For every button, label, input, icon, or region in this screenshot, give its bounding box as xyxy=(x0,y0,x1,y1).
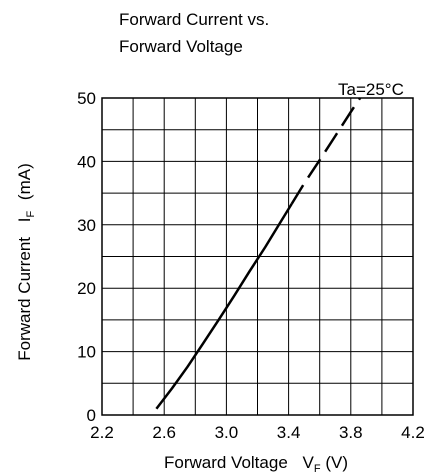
tick-labels: 2.2 2.6 3.0 3.4 3.8 4.2 0 10 20 30 40 50 xyxy=(77,89,425,442)
y-axis-label: Forward Current IF (mA) xyxy=(15,163,38,361)
series-line-solid xyxy=(155,203,293,410)
series-line-dashed xyxy=(290,97,362,205)
temperature-annotation: Ta=25°C xyxy=(338,80,404,99)
x-tick-label: 4.2 xyxy=(401,423,425,442)
plot-frame xyxy=(101,97,414,416)
y-axis-label-symbol: I xyxy=(15,218,34,223)
chart-title-line-1: Forward Current vs. xyxy=(119,10,269,29)
x-axis-label-unit: (V) xyxy=(325,453,348,472)
x-tick-label: 3.0 xyxy=(215,423,239,442)
x-tick-label: 2.6 xyxy=(152,423,176,442)
x-tick-label: 3.8 xyxy=(339,423,363,442)
y-axis-label-unit: (mA) xyxy=(15,163,34,200)
chart-title-line-2: Forward Voltage xyxy=(119,37,243,56)
y-tick-label: 30 xyxy=(77,216,96,235)
x-tick-label: 3.4 xyxy=(277,423,301,442)
x-axis-label: Forward Voltage VF (V) xyxy=(164,453,348,475)
x-tick-label: 2.2 xyxy=(90,423,114,442)
grid xyxy=(101,97,414,416)
y-axis-label-main: Forward Current xyxy=(15,237,34,361)
x-axis-label-symbol: V xyxy=(303,453,315,472)
y-tick-label: 50 xyxy=(77,89,96,108)
y-tick-label: 40 xyxy=(77,152,96,171)
x-axis-label-subscript: F xyxy=(314,463,321,475)
series-lines xyxy=(155,97,362,410)
y-tick-label: 20 xyxy=(77,279,96,298)
y-tick-label: 10 xyxy=(77,343,96,362)
y-axis-label-subscript: F xyxy=(25,211,37,218)
x-axis-label-main: Forward Voltage xyxy=(164,453,288,472)
y-tick-label: 0 xyxy=(87,406,96,425)
